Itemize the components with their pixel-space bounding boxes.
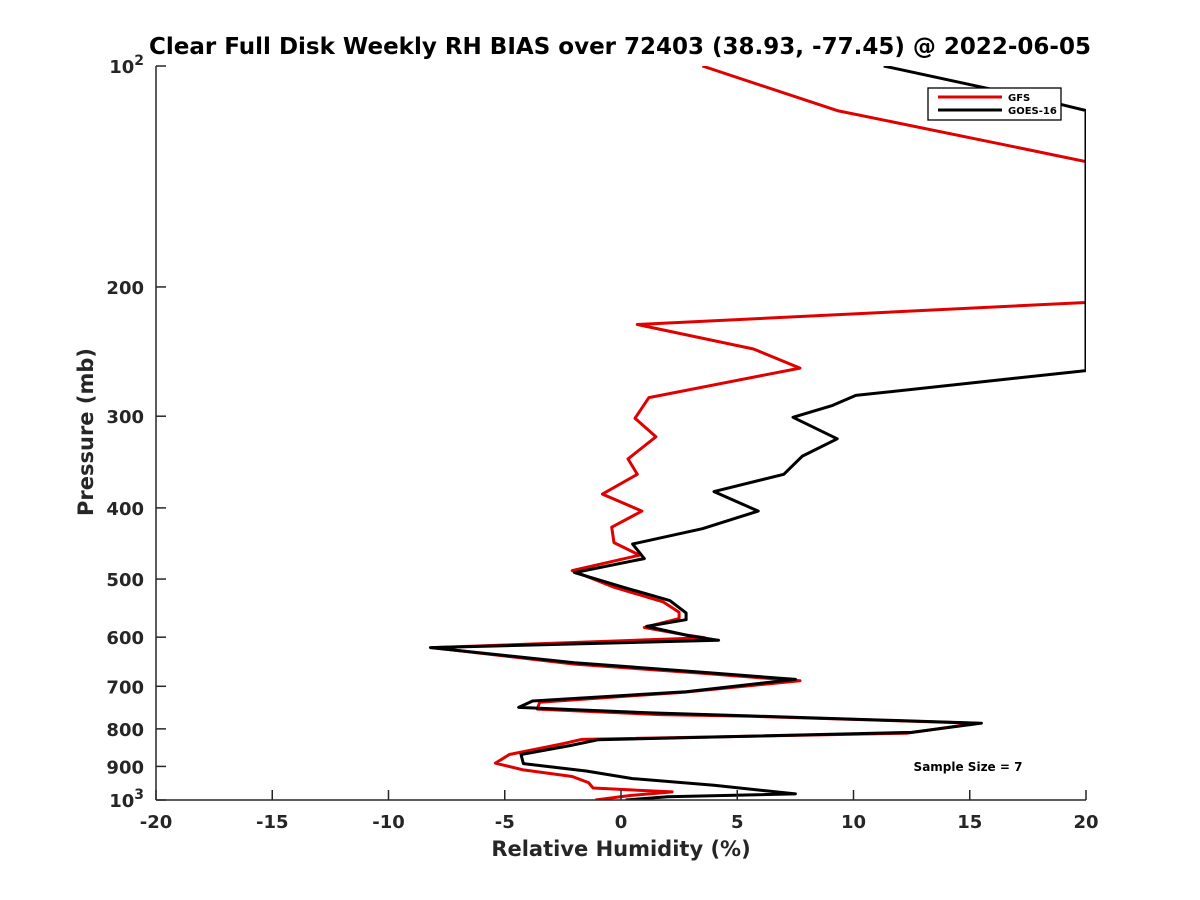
y-axis-ticks: 102 200 300 400 500 600 700 800 900 103 (106, 53, 166, 812)
x-tick-label: 10 (841, 812, 866, 833)
series-line-goes-16 (428, 66, 1086, 800)
x-tick-label: 5 (731, 812, 744, 833)
x-tick-label: 15 (957, 812, 982, 833)
y-tick-label: 700 (106, 677, 144, 698)
sample-size-annotation: Sample Size = 7 (914, 760, 1023, 774)
y-tick-label: 102 (109, 53, 144, 78)
chart-title: Clear Full Disk Weekly RH BIAS over 7240… (149, 34, 1091, 60)
y-tick-label: 103 (109, 787, 144, 812)
y-tick-label: 800 (106, 720, 144, 741)
legend-box (927, 87, 1062, 121)
y-tick-label: 300 (106, 407, 144, 428)
x-axis-ticks: -20 -15 -10 -5 0 5 10 15 20 (140, 790, 1099, 833)
y-axis-label: Pressure (mb) (74, 348, 98, 516)
y-tick-label: 600 (106, 628, 144, 649)
x-tick-label: 0 (615, 812, 628, 833)
x-tick-label: 20 (1073, 812, 1098, 833)
y-tick-label: 900 (106, 757, 144, 778)
legend: GFS GOES-16 (927, 87, 1062, 121)
y-tick-label: 400 (106, 499, 144, 520)
y-tick-label: 500 (106, 570, 144, 591)
y-tick-label: 200 (106, 278, 144, 299)
x-tick-label: -5 (495, 812, 515, 833)
x-axis-label: Relative Humidity (%) (491, 837, 750, 861)
legend-entry: GOES-16 (1008, 106, 1057, 117)
x-tick-label: -10 (372, 812, 405, 833)
x-tick-label: -15 (256, 812, 289, 833)
x-tick-label: -20 (140, 812, 173, 833)
legend-entry: GFS (1008, 93, 1030, 104)
plot-area (428, 66, 1086, 800)
